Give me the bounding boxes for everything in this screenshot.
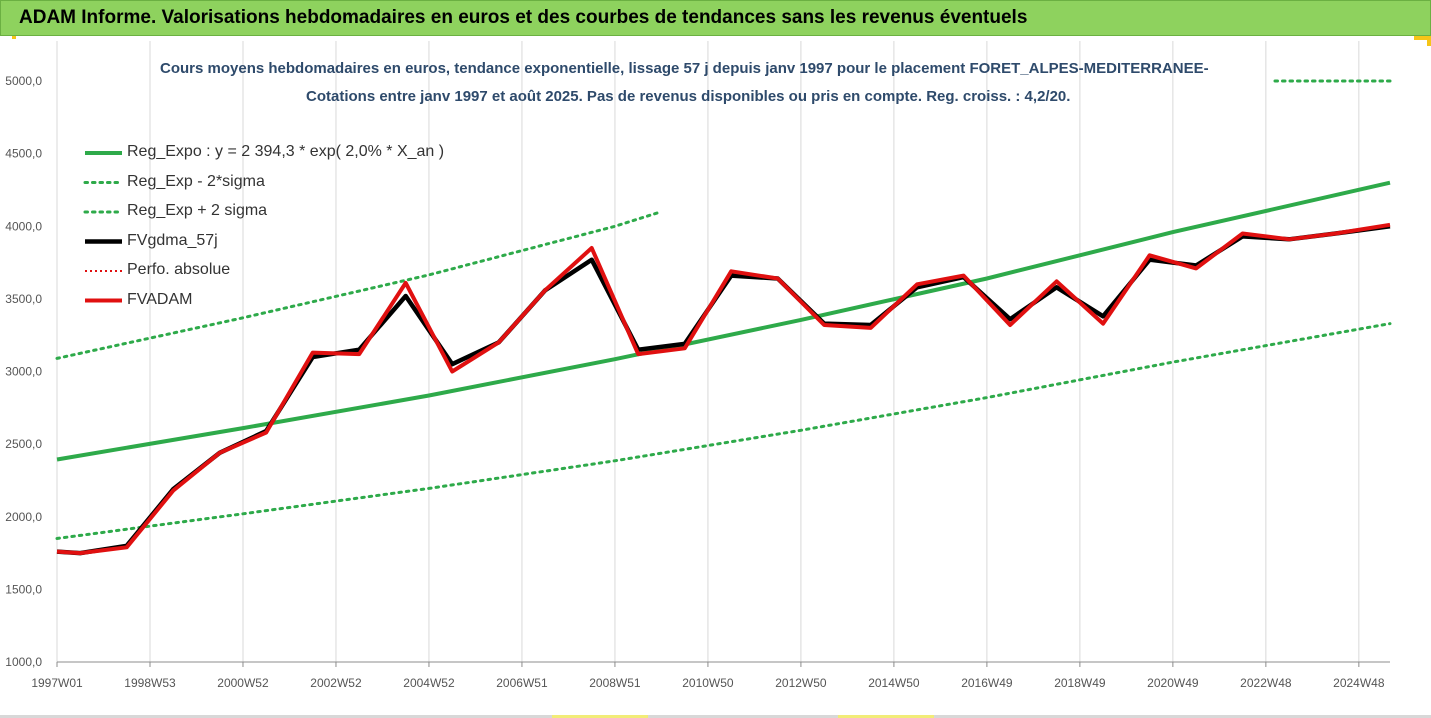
y-tick-label: 3000,0 [5,365,42,379]
x-tick-label: 2000W52 [217,676,269,690]
series-line-main [56,222,1391,556]
chart-subtitle-line1: Cours moyens hebdomadaires en euros, ten… [160,60,1209,77]
series-layer [55,79,1392,556]
series-line-smoothed [56,224,1391,556]
y-tick-label: 2000,0 [5,510,42,524]
legend-label: Reg_Exp - 2*sigma [127,172,265,190]
report-title: ADAM Informe. Valorisations hebdomadaire… [19,7,1028,28]
bottom-frame [0,715,1431,718]
y-tick-label: 5000,0 [5,74,42,88]
x-tick-label: 2014W50 [868,676,920,690]
x-tick-label: 1997W01 [31,676,83,690]
x-tick-label: 2002W52 [310,676,362,690]
y-tick-label: 1500,0 [5,582,42,596]
y-tick-label: 4000,0 [5,219,42,233]
x-tick-label: 2024W48 [1333,676,1385,690]
x-tick-label: 2012W50 [775,676,827,690]
report-title-bar: ADAM Informe. Valorisations hebdomadaire… [0,0,1431,36]
bottom-accent-right [838,715,934,718]
grid-layer [56,41,1360,662]
x-tick-label: 2008W51 [589,676,641,690]
y-tick-label: 1000,0 [5,655,42,669]
chart: 1997W01 1998W53 2000W52 2002W52 2004W52 2006W… [5,41,1392,690]
series-line-upper [55,210,663,360]
frame-corner-right-edge [1427,36,1431,46]
frame-corner-right [1414,36,1431,40]
chart-subtitle-line2: Cotations entre janv 1997 et août 2025. … [306,88,1071,105]
legend-label: Perfo. absolue [127,261,231,278]
x-tick-label: 2006W51 [496,676,548,690]
legend-label: FVgdma_57j [127,231,218,249]
legend-label: FVADAM [127,290,193,308]
series-line-perf [56,223,1391,555]
series-line-trend [56,180,1391,462]
frame-corner-left [12,36,16,39]
axis-layer: 1997W01 1998W53 2000W52 2002W52 2004W52 2006W… [5,74,1390,690]
x-tick-label: 2004W52 [403,676,455,690]
legend-label: Reg_Exp + 2 sigma [127,202,268,219]
y-tick-label: 4500,0 [5,147,42,161]
x-tick-label: 2020W49 [1147,676,1199,690]
x-tick-label: 2010W50 [682,676,734,690]
x-tick-label: 2018W49 [1054,676,1106,690]
x-tick-label: 2022W48 [1240,676,1292,690]
y-tick-label: 2500,0 [5,437,42,451]
x-tick-label: 2016W49 [961,676,1013,690]
x-tick-label: 1998W53 [124,676,176,690]
legend-layer [83,151,124,303]
bottom-accent-left [552,715,648,718]
series-line-lower [55,322,1392,540]
legend-label: Reg_Expo : y = 2 394,3 * exp( 2,0% * X_a… [127,143,445,160]
y-tick-label: 3500,0 [5,292,42,306]
